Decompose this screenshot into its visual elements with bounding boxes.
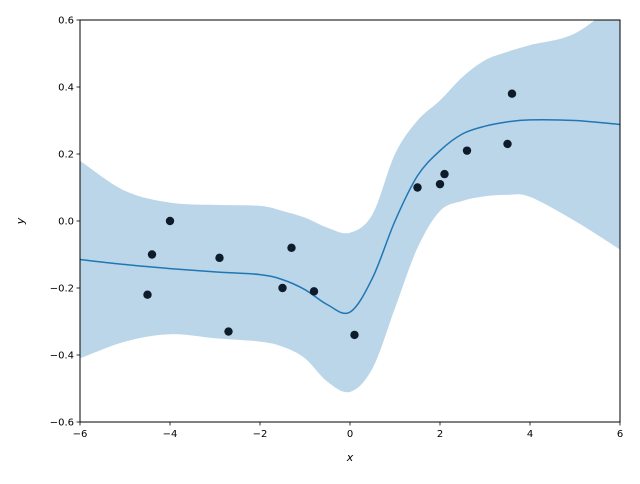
data-point [350, 330, 359, 340]
x-tick-label: 4 [527, 429, 533, 440]
data-point [224, 327, 233, 336]
plot-area [80, 20, 620, 393]
x-tick-label: 6 [617, 429, 623, 440]
y-tick-label: −0.4 [50, 351, 74, 362]
y-tick-label: 0.4 [58, 83, 74, 94]
y-tick-label: 0.2 [58, 150, 74, 161]
y-tick-label: −0.2 [50, 284, 74, 295]
data-point [413, 183, 422, 192]
confidence-band [80, 20, 620, 393]
data-point [503, 139, 512, 149]
y-tick-label: 0.0 [58, 217, 74, 228]
data-point [278, 283, 287, 293]
x-tick-label: −6 [73, 429, 88, 440]
x-axis-label: x [346, 451, 354, 464]
data-point [147, 250, 157, 259]
axes-ticks: −6 −4 −2 0 2 4 6 −0.6 −0.4 −0.2 0.0 0.2 0.4 0.6 [50, 16, 623, 441]
y-axis-label: y [14, 217, 27, 225]
data-point [462, 146, 472, 155]
x-tick-label: 0 [347, 429, 353, 440]
mean-curve [80, 118, 620, 315]
data-point [287, 243, 296, 252]
data-point [507, 89, 517, 98]
data-point [440, 169, 449, 179]
x-tick-label: −4 [163, 429, 178, 440]
data-point [435, 179, 445, 189]
data-point [143, 290, 152, 299]
y-tick-label: −0.6 [50, 418, 74, 429]
data-point [309, 287, 319, 296]
y-tick-label: 0.6 [58, 16, 74, 27]
x-tick-label: −2 [253, 429, 268, 440]
data-point [165, 216, 175, 226]
x-tick-label: 2 [437, 429, 443, 440]
data-point [215, 253, 224, 263]
